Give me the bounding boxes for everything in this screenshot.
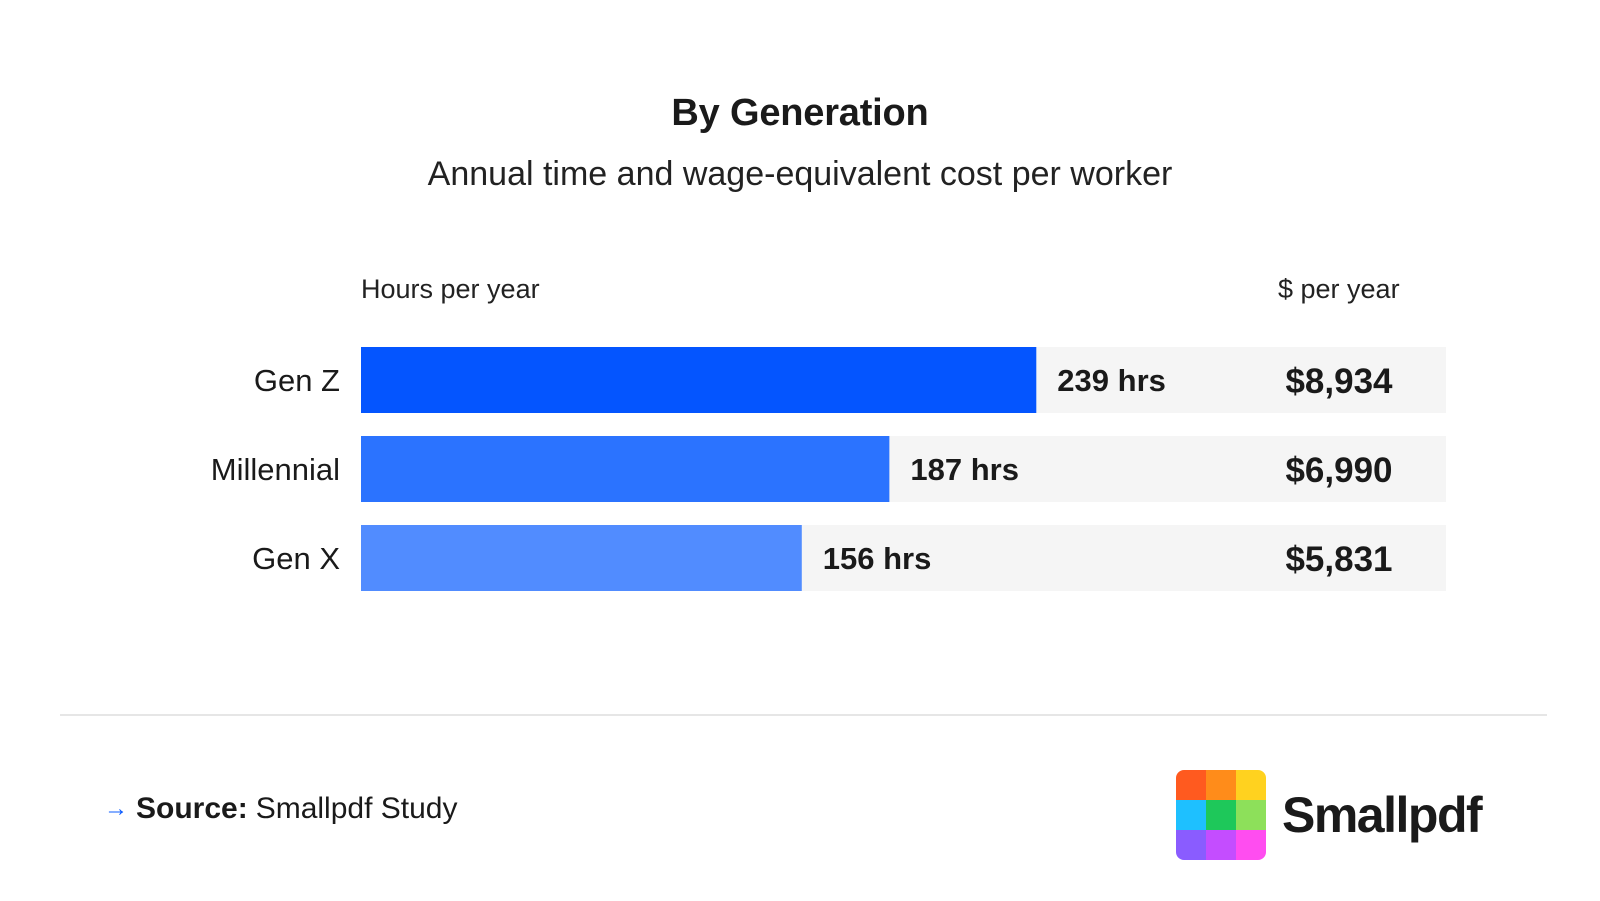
bar — [361, 525, 802, 591]
hours-value-label: 156 hrs — [823, 541, 932, 576]
logo-tile — [1206, 770, 1236, 800]
source-note: → Source: Smallpdf Study — [104, 792, 457, 826]
cost-value-label: $5,831 — [1285, 540, 1392, 579]
logo-mark — [1176, 770, 1266, 860]
chart-title: By Generation — [671, 92, 929, 134]
source-value: Smallpdf Study — [255, 792, 458, 825]
category-label: Gen Z — [254, 363, 340, 398]
cost-value-label: $6,990 — [1285, 451, 1392, 490]
cost-column-header: $ per year — [1278, 274, 1400, 304]
logo-tile — [1176, 770, 1206, 800]
bar — [361, 347, 1037, 413]
source-key: Source: — [136, 792, 248, 825]
logo-tile — [1176, 800, 1206, 830]
logo-tile — [1206, 800, 1236, 830]
brand-name: Smallpdf — [1282, 787, 1483, 843]
logo-tile — [1236, 770, 1266, 800]
logo-tile — [1236, 800, 1266, 830]
bar — [361, 436, 890, 502]
cost-value-label: $8,934 — [1285, 362, 1393, 401]
hours-value-label: 239 hrs — [1057, 363, 1166, 398]
arrow-right-icon: → — [104, 795, 128, 822]
hours-column-header: Hours per year — [361, 274, 540, 304]
brand-logo: Smallpdf — [1176, 770, 1483, 860]
logo-tile — [1236, 830, 1266, 860]
category-label: Millennial — [211, 452, 340, 487]
logo-tile — [1176, 830, 1206, 860]
footer-divider — [60, 714, 1547, 716]
chart-subtitle: Annual time and wage-equivalent cost per… — [427, 155, 1173, 193]
category-label: Gen X — [252, 541, 340, 576]
logo-tile — [1206, 830, 1236, 860]
hours-value-label: 187 hrs — [910, 452, 1019, 487]
